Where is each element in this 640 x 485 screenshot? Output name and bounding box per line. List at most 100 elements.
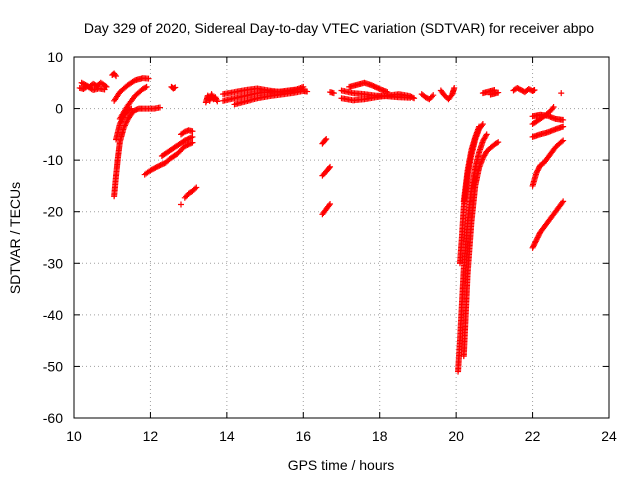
data-point [213,95,220,102]
data-point [323,135,330,142]
data-point [428,93,435,100]
data-point [122,121,129,128]
chart-title: Day 329 of 2020, Sidereal Day-to-day VTE… [84,20,594,36]
data-point [213,96,220,103]
y-tick-label: -50 [43,358,63,374]
y-tick-label: 10 [47,49,63,65]
y-axis-label: SDTVAR / TECUs [7,182,23,294]
x-tick-label: 20 [448,428,464,444]
data-point [123,119,130,126]
x-axis-label: GPS time / hours [288,457,395,473]
series-arc-39 [558,90,565,97]
data-point [178,201,184,208]
data-point [476,123,483,130]
data-point [121,122,128,129]
data-point [102,83,109,90]
data-point [478,122,485,129]
data-point [550,104,557,111]
data-point [143,83,150,90]
data-point [121,123,128,130]
data-point [479,121,486,128]
data-point [330,90,337,97]
series-arc-30 [460,123,483,205]
data-point [172,84,179,91]
series-arc-26 [437,84,458,103]
series-arc-17 [231,88,311,108]
data-point [304,88,311,95]
data-point [560,123,567,130]
data-point [128,105,135,112]
data-point [409,94,416,101]
series-arc-25 [418,91,437,103]
y-tick-label: -60 [43,410,63,426]
series-arc-23 [346,79,391,96]
data-point [193,184,200,191]
series-arc-14 [202,91,221,106]
x-tick-label: 24 [601,428,617,444]
series-arc-38 [529,111,567,123]
data-point [112,71,119,78]
series-arc-37 [529,123,567,140]
data-marks [76,70,567,375]
data-point [145,75,152,82]
data-point [327,200,334,207]
data-point [327,163,334,170]
series-arc-9 [158,133,196,160]
series-arc-31 [479,87,498,97]
data-point [113,73,120,80]
data-point [188,140,195,147]
x-tick-label: 10 [66,428,82,444]
x-tick-label: 16 [295,428,311,444]
plot-frame [73,56,610,419]
y-tick-label: 0 [55,101,63,117]
series-arc-11 [181,184,200,201]
data-point [188,134,195,141]
y-tick-label: -10 [43,152,63,168]
data-point [559,199,566,206]
series-arc-29 [460,139,502,360]
data-point [192,185,199,192]
series-arc-35 [529,198,567,251]
data-point [326,202,333,209]
data-point [142,84,149,91]
series-arc-7 [116,83,150,122]
data-point [560,116,567,123]
series-arc-3 [109,70,120,80]
data-point [189,128,196,135]
series-arc-21 [327,89,337,97]
data-point [560,137,567,144]
series-arc-2 [76,83,108,94]
axis-ticks: 10 12 14 16 18 20 22 24 10 0 -10 -20 -30 -40 -50 -60 [43,49,617,444]
data-point [101,86,108,93]
data-point [560,198,567,205]
data-point [326,165,333,172]
y-tick-label: -30 [43,255,63,271]
series-arc-5 [111,104,163,200]
x-tick-label: 18 [372,428,388,444]
series-arc-10 [178,127,196,138]
series-arc-13 [168,83,179,92]
series-arc-33 [510,84,538,96]
series-arc-20 [319,200,334,218]
data-point [451,84,458,91]
series-arc-4 [111,75,152,104]
y-tick-label: -20 [43,204,63,220]
data-point [531,87,538,94]
data-point [212,94,219,101]
x-tick-label: 22 [525,428,541,444]
data-point [558,138,565,145]
y-tick-label: -40 [43,307,63,323]
series-arc-34 [529,137,567,189]
data-point [189,133,196,140]
series-arc-12 [178,201,184,208]
data-point [549,105,556,112]
series-arc-24 [338,91,418,104]
x-tick-label: 12 [143,428,159,444]
data-point [411,95,418,102]
data-point [482,132,489,139]
data-point [495,89,502,96]
data-point [214,98,221,105]
data-point [495,139,502,146]
